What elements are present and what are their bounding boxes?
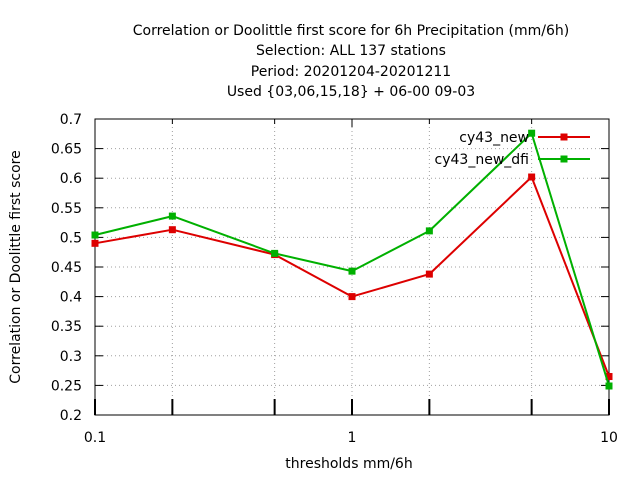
y-tick-label: 0.5 bbox=[60, 230, 82, 246]
x-axis-ticks: 0.1 1 10 bbox=[84, 119, 618, 446]
legend-swatch-marker bbox=[560, 133, 568, 141]
y-tick-label: 0.7 bbox=[60, 112, 82, 128]
chart-title: Correlation or Doolittle first score for… bbox=[133, 23, 570, 100]
data-point-cy43_new bbox=[91, 239, 99, 247]
grid-lines bbox=[95, 119, 609, 415]
x-tick-label: 0.1 bbox=[84, 430, 106, 446]
x-tick-label: 1 bbox=[348, 430, 357, 446]
data-point-cy43_new bbox=[425, 270, 433, 278]
title-line-3: Period: 20201204-20201211 bbox=[251, 64, 451, 80]
plot-border bbox=[94, 118, 610, 416]
y-tick-label: 0.4 bbox=[60, 290, 82, 306]
legend-label: cy43_new_dfi bbox=[435, 152, 529, 168]
y-tick-label: 0.65 bbox=[51, 142, 82, 158]
x-tick-label: 10 bbox=[600, 430, 618, 446]
data-point-cy43_new_dfi bbox=[271, 249, 279, 257]
legend-swatch-marker bbox=[560, 155, 568, 163]
data-point-cy43_new_dfi bbox=[528, 129, 536, 137]
y-tick-label: 0.35 bbox=[51, 319, 82, 335]
y-tick-label: 0.6 bbox=[60, 171, 82, 187]
legend-label: cy43_new bbox=[459, 130, 529, 146]
data-point-cy43_new_dfi bbox=[348, 267, 356, 275]
title-line-2: Selection: ALL 137 stations bbox=[256, 43, 446, 59]
y-tick-label: 0.55 bbox=[51, 201, 82, 217]
data-point-cy43_new bbox=[605, 373, 613, 381]
series-line-cy43_new bbox=[94, 176, 610, 377]
data-point-cy43_new bbox=[528, 173, 536, 181]
data-point-cy43_new_dfi bbox=[425, 227, 433, 235]
data-series bbox=[91, 129, 613, 390]
title-line-4: Used {03,06,15,18} + 06-00 09-03 bbox=[227, 84, 475, 100]
y-axis-label: Correlation or Doolittle first score bbox=[8, 150, 24, 383]
data-point-cy43_new_dfi bbox=[168, 212, 176, 220]
legend: cy43_new cy43_new_dfi bbox=[435, 130, 590, 168]
y-tick-label: 0.3 bbox=[60, 349, 82, 365]
y-tick-label: 0.25 bbox=[51, 378, 82, 394]
data-point-cy43_new_dfi bbox=[605, 382, 613, 390]
title-line-1: Correlation or Doolittle first score for… bbox=[133, 23, 570, 39]
data-point-cy43_new bbox=[168, 226, 176, 234]
y-tick-label: 0.45 bbox=[51, 260, 82, 276]
x-axis-label: thresholds mm/6h bbox=[285, 456, 412, 472]
y-tick-label: 0.2 bbox=[60, 408, 82, 424]
data-point-cy43_new bbox=[348, 293, 356, 301]
data-point-cy43_new_dfi bbox=[91, 231, 99, 239]
y-axis-ticks: 0.2 0.25 0.3 0.35 0.4 0.45 0.5 0.55 0.6 0.65 0.7 bbox=[51, 112, 609, 424]
